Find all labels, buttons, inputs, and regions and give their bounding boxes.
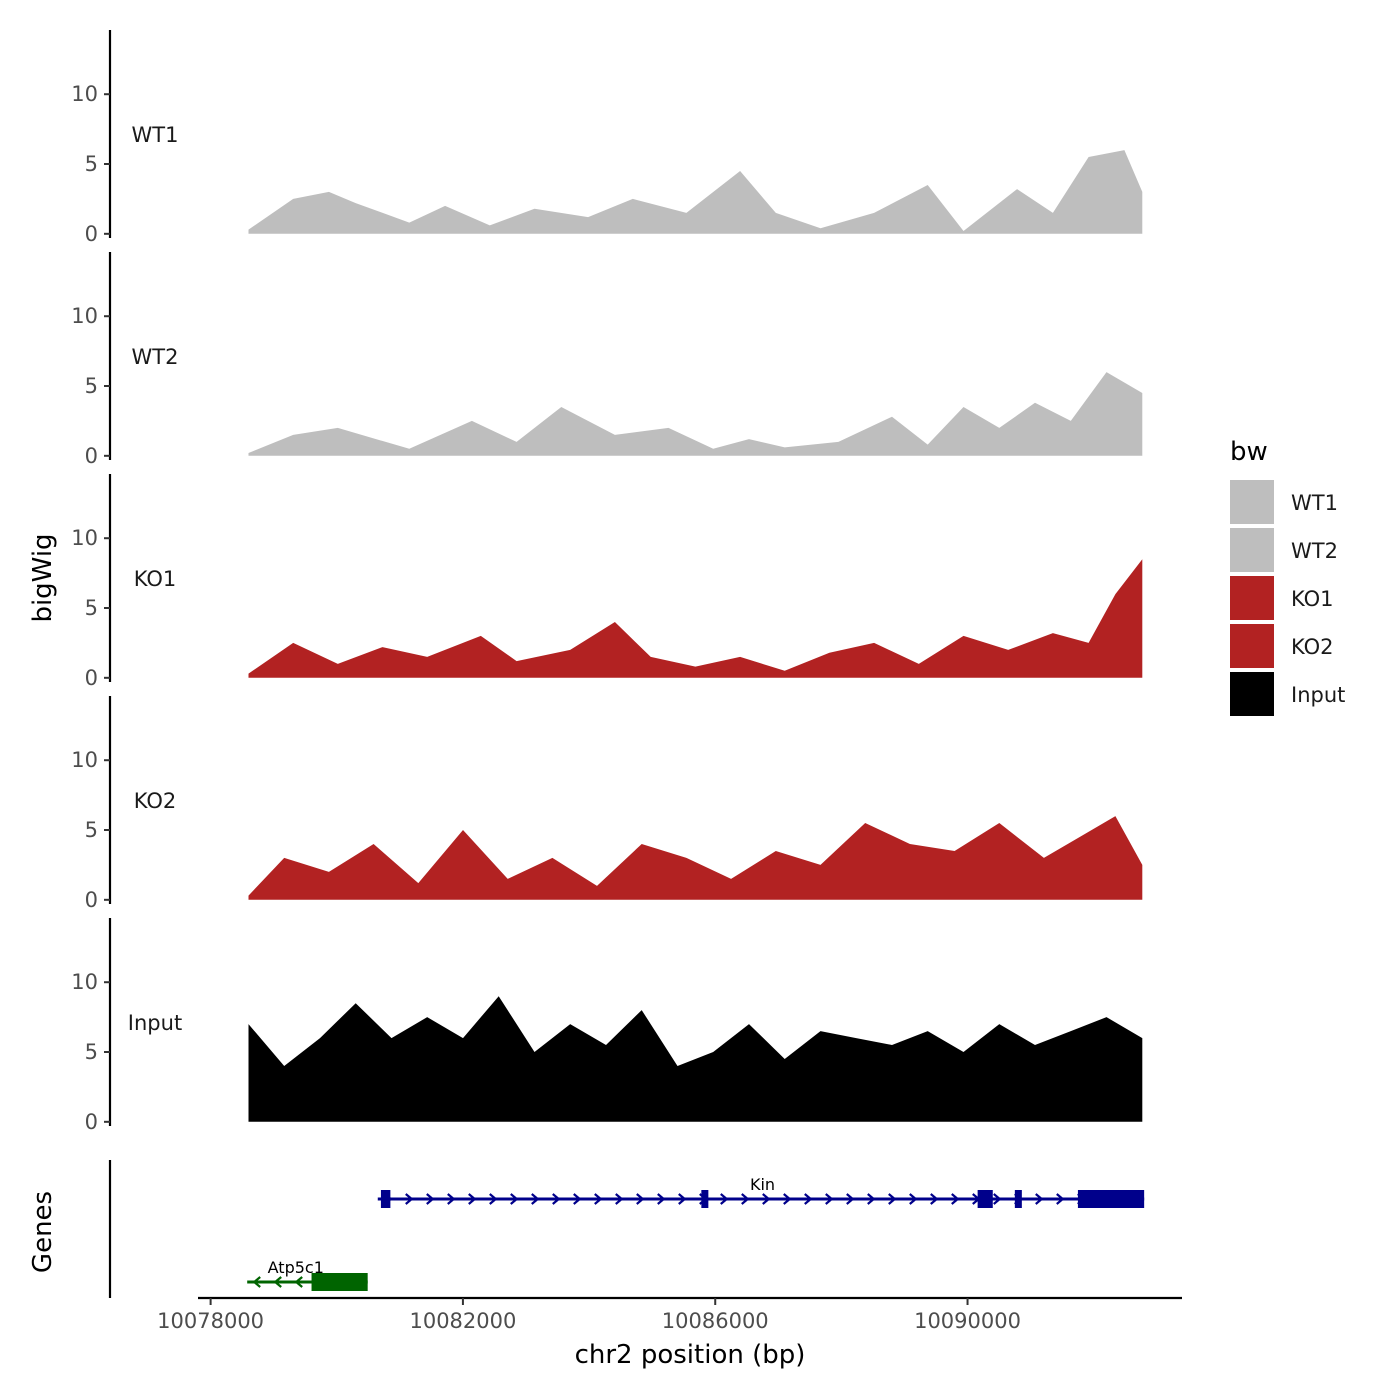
strand-arrow (405, 1193, 414, 1205)
track-label-wt2: WT2 (132, 345, 179, 369)
signal-area-wt1 (248, 150, 1143, 234)
x-tick-label: 10078000 (157, 1309, 264, 1333)
x-tick-label: 10090000 (914, 1309, 1021, 1333)
gene-label: Kin (750, 1175, 775, 1194)
strand-arrow (951, 1193, 960, 1205)
strand-arrow (552, 1193, 561, 1205)
strand-arrow (888, 1193, 897, 1205)
legend: bw WT1 WT2 KO1 KO2 Input (1230, 437, 1345, 716)
panel-input: 0 5 10 Input (71, 918, 1143, 1134)
track-label-wt1: WT1 (132, 123, 179, 147)
x-axis-title: chr2 position (bp) (575, 1340, 806, 1370)
strand-arrow (1035, 1193, 1044, 1205)
legend-label-wt2: WT2 (1291, 539, 1338, 563)
strand-arrow (510, 1193, 519, 1205)
x-axis: 10078000 10082000 10086000 10090000 (157, 1296, 1182, 1333)
y-tick-label: 5 (85, 152, 98, 176)
track-label-ko2: KO2 (134, 789, 177, 813)
exon (1077, 1190, 1145, 1208)
strand-arrow (636, 1193, 645, 1205)
strand-arrow (615, 1193, 624, 1205)
strand-arrow (867, 1193, 876, 1205)
y-tick-label: 0 (85, 888, 98, 912)
legend-key-ko2 (1230, 624, 1274, 668)
strand-arrow (594, 1193, 603, 1205)
strand-arrow (678, 1193, 687, 1205)
strand-arrow (531, 1193, 540, 1205)
exon (380, 1190, 391, 1208)
y-tick-label: 5 (85, 1040, 98, 1064)
signal-area-wt2 (248, 372, 1143, 456)
y-tick-label: 0 (85, 666, 98, 690)
exon (311, 1273, 368, 1291)
strand-arrow (489, 1193, 498, 1205)
strand-arrow (468, 1193, 477, 1205)
x-tick-label: 10086000 (662, 1309, 769, 1333)
signal-area-input (248, 996, 1143, 1122)
legend-key-wt2 (1230, 528, 1274, 572)
signal-panels: 0 5 10 WT1 0 5 10 WT2 0 5 10 KO1 0 5 10 KO2 0 5 10 Input (71, 30, 1143, 1134)
strand-arrow (273, 1276, 282, 1288)
genes-axis-title: Genes (28, 1191, 58, 1273)
exon (701, 1190, 709, 1208)
strand-arrow (825, 1193, 834, 1205)
gene-atp5c1: Atp5c1 (247, 1258, 368, 1291)
gene-label: Atp5c1 (268, 1258, 324, 1277)
y-axis-title: bigWig (28, 533, 58, 622)
strand-arrow (909, 1193, 918, 1205)
strand-arrow (1056, 1193, 1065, 1205)
y-tick-label: 5 (85, 818, 98, 842)
y-tick-label: 10 (71, 748, 98, 772)
strand-arrow (573, 1193, 582, 1205)
y-tick-label: 10 (71, 82, 98, 106)
x-tick-label: 10082000 (409, 1309, 516, 1333)
panel-ko2: 0 5 10 KO2 (71, 696, 1143, 912)
y-tick-label: 0 (85, 222, 98, 246)
exon (977, 1190, 993, 1208)
legend-key-ko1 (1230, 576, 1274, 620)
legend-label-ko2: KO2 (1291, 635, 1334, 659)
y-tick-label: 10 (71, 304, 98, 328)
y-tick-label: 10 (71, 526, 98, 550)
strand-arrow (252, 1276, 261, 1288)
strand-arrow (846, 1193, 855, 1205)
signal-area-ko1 (248, 559, 1143, 678)
strand-arrow (783, 1193, 792, 1205)
legend-label-input: Input (1291, 683, 1345, 707)
legend-key-wt1 (1230, 480, 1274, 524)
strand-arrow (447, 1193, 456, 1205)
legend-label-ko1: KO1 (1291, 587, 1334, 611)
signal-area-ko2 (248, 816, 1143, 900)
y-tick-label: 5 (85, 374, 98, 398)
legend-label-wt1: WT1 (1291, 491, 1338, 515)
genes-track: Kin Atp5c1 (108, 1160, 1145, 1298)
strand-arrow (657, 1193, 666, 1205)
gene-kin: Kin (377, 1175, 1145, 1208)
legend-title: bw (1230, 437, 1268, 467)
panel-wt1: 0 5 10 WT1 (71, 30, 1143, 246)
strand-arrow (993, 1193, 1002, 1205)
y-tick-label: 0 (85, 1110, 98, 1134)
panel-ko1: 0 5 10 KO1 (71, 474, 1143, 690)
legend-key-input (1230, 672, 1274, 716)
y-tick-label: 5 (85, 596, 98, 620)
strand-arrow (720, 1193, 729, 1205)
y-tick-label: 10 (71, 970, 98, 994)
track-label-input: Input (128, 1011, 182, 1035)
y-tick-label: 0 (85, 444, 98, 468)
exon (1014, 1190, 1022, 1208)
strand-arrow (762, 1193, 771, 1205)
track-label-ko1: KO1 (134, 567, 177, 591)
strand-arrow (804, 1193, 813, 1205)
panel-wt2: 0 5 10 WT2 (71, 252, 1143, 468)
strand-arrow (930, 1193, 939, 1205)
strand-arrow (741, 1193, 750, 1205)
strand-arrow (294, 1276, 303, 1288)
strand-arrow (426, 1193, 435, 1205)
